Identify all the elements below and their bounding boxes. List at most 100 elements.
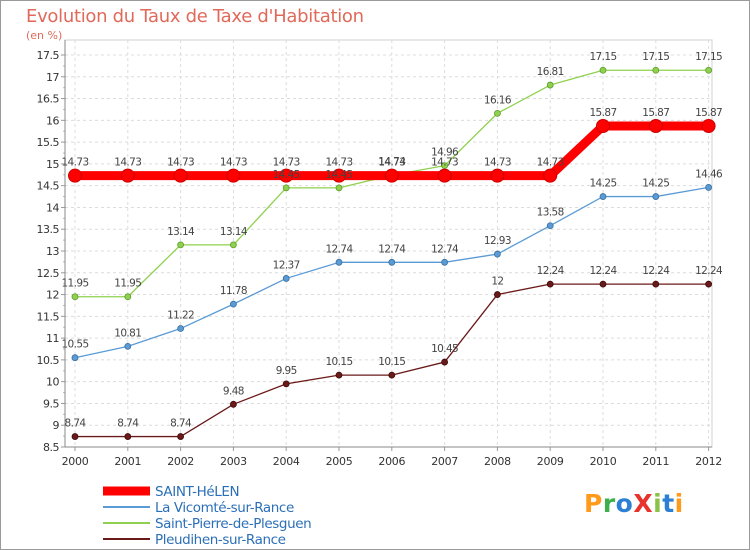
- y-tick-label: 13.5: [37, 223, 60, 236]
- data-label-la-vicomt-sur-rance: 14.25: [589, 178, 616, 190]
- data-point-saint-pierre-de-plesguen: [546, 81, 554, 89]
- data-point-la-vicomt-sur-rance: [177, 325, 185, 332]
- data-label-saint-h-len: 14.73: [325, 157, 352, 169]
- y-tick-label: 16: [46, 114, 59, 127]
- data-point-la-vicomt-sur-rance: [493, 250, 501, 258]
- x-tick-label: 2011: [642, 455, 669, 468]
- data-label-pleudihen-sur-rance: 8.74: [170, 418, 192, 430]
- y-tick-label: 12: [46, 289, 59, 302]
- data-point-saint-h-len: [173, 168, 188, 183]
- data-point-pleudihen-sur-rance: [124, 433, 132, 440]
- x-tick-label: 2002: [167, 455, 194, 468]
- chart-unit-label: (en %): [26, 29, 63, 42]
- data-label-la-vicomt-sur-rance: 12.74: [325, 243, 353, 255]
- data-label-saint-h-len: 14.73: [537, 157, 564, 169]
- legend-label-pleudihen-sur-rance: Pleudihen-sur-Rance: [155, 532, 286, 548]
- data-label-la-vicomt-sur-rance: 14.25: [642, 178, 669, 190]
- data-label-saint-h-len: 14.73: [220, 157, 247, 169]
- legend-label-la-vicomt-sur-rance: La Vicomté-sur-Rance: [155, 500, 294, 516]
- data-point-saint-h-len: [543, 168, 558, 183]
- x-tick-label: 2004: [273, 455, 300, 468]
- data-label-la-vicomt-sur-rance: 11.78: [220, 285, 247, 297]
- data-label-pleudihen-sur-rance: 12.24: [642, 265, 670, 277]
- data-point-saint-pierre-de-plesguen: [441, 162, 449, 170]
- data-label-la-vicomt-sur-rance: 10.55: [61, 339, 88, 351]
- data-label-saint-h-len: 15.87: [695, 107, 722, 119]
- data-point-saint-h-len: [437, 168, 452, 183]
- plot-area: [64, 39, 713, 448]
- y-tick-label: 14: [46, 201, 59, 214]
- data-label-la-vicomt-sur-rance: 10.81: [114, 327, 141, 339]
- data-point-pleudihen-sur-rance: [71, 433, 79, 440]
- data-label-saint-pierre-de-plesguen: 14.45: [273, 169, 300, 181]
- y-tick-label: 9: [53, 419, 60, 432]
- y-tick-label: 12.5: [37, 267, 60, 280]
- data-label-pleudihen-sur-rance: 12: [491, 276, 503, 288]
- data-label-la-vicomt-sur-rance: 11.22: [167, 310, 194, 322]
- y-tick-label: 14.5: [37, 180, 60, 193]
- data-point-saint-h-len: [701, 118, 716, 133]
- x-tick-label: 2008: [484, 455, 511, 468]
- proxiti-logo: ProXiti: [584, 489, 684, 518]
- data-label-saint-pierre-de-plesguen: 11.95: [61, 278, 88, 290]
- data-label-saint-h-len: 14.73: [431, 157, 458, 169]
- data-point-la-vicomt-sur-rance: [335, 258, 343, 266]
- data-label-la-vicomt-sur-rance: 12.37: [273, 259, 300, 271]
- y-tick-label: 10.5: [37, 354, 60, 367]
- x-tick-label: 2005: [326, 455, 353, 468]
- data-point-la-vicomt-sur-rance: [441, 258, 449, 266]
- data-point-saint-pierre-de-plesguen: [493, 109, 501, 117]
- data-point-saint-h-len: [332, 168, 346, 183]
- x-tick-label: 2001: [114, 455, 141, 468]
- data-point-saint-pierre-de-plesguen: [71, 293, 79, 301]
- data-point-saint-pierre-de-plesguen: [124, 293, 132, 301]
- data-label-saint-pierre-de-plesguen: 17.15: [695, 51, 722, 63]
- data-label-saint-h-len: 14.73: [273, 157, 300, 169]
- data-point-pleudihen-sur-rance: [652, 280, 660, 288]
- data-label-la-vicomt-sur-rance: 13.58: [537, 207, 564, 219]
- y-tick-label: 13: [46, 245, 59, 258]
- data-label-saint-pierre-de-plesguen: 17.15: [589, 51, 616, 63]
- x-tick-label: 2003: [220, 455, 247, 468]
- data-point-saint-h-len: [384, 168, 399, 183]
- y-tick-label: 11: [46, 332, 59, 345]
- data-label-saint-pierre-de-plesguen: 14.74: [378, 156, 406, 168]
- data-point-saint-h-len: [68, 168, 82, 183]
- data-label-saint-pierre-de-plesguen: 13.14: [220, 226, 248, 238]
- data-point-saint-h-len: [490, 168, 505, 183]
- data-label-pleudihen-sur-rance: 9.48: [223, 385, 244, 397]
- data-point-la-vicomt-sur-rance: [388, 258, 396, 266]
- data-label-pleudihen-sur-rance: 12.24: [589, 265, 617, 277]
- data-label-saint-pierre-de-plesguen: 16.81: [537, 66, 564, 78]
- data-label-la-vicomt-sur-rance: 12.93: [484, 235, 511, 247]
- y-tick-label: 15.5: [37, 136, 60, 149]
- x-tick-label: 2009: [537, 455, 564, 468]
- y-tick-label: 17.5: [37, 49, 60, 62]
- data-point-pleudihen-sur-rance: [705, 280, 712, 288]
- data-label-pleudihen-sur-rance: 10.15: [325, 356, 352, 368]
- data-point-saint-h-len: [596, 118, 610, 133]
- data-point-pleudihen-sur-rance: [441, 358, 449, 366]
- data-label-saint-pierre-de-plesguen: 13.14: [167, 226, 195, 238]
- data-point-saint-h-len: [279, 168, 294, 183]
- y-tick-label: 15: [46, 158, 59, 171]
- data-point-saint-pierre-de-plesguen: [282, 184, 290, 192]
- data-point-saint-pierre-de-plesguen: [335, 184, 343, 192]
- y-tick-label: 8.5: [43, 441, 59, 454]
- x-tick-label: 2012: [695, 455, 722, 468]
- x-tick-label: 2010: [590, 455, 617, 468]
- data-point-saint-pierre-de-plesguen: [599, 66, 607, 74]
- data-point-saint-h-len: [226, 168, 241, 183]
- data-label-la-vicomt-sur-rance: 12.74: [378, 243, 406, 255]
- data-label-pleudihen-sur-rance: 12.24: [537, 265, 565, 277]
- data-point-la-vicomt-sur-rance: [282, 275, 290, 282]
- data-label-saint-h-len: 14.73: [167, 157, 194, 169]
- data-label-saint-h-len: 14.73: [61, 157, 88, 169]
- y-tick-label: 10: [46, 376, 59, 389]
- data-point-saint-h-len: [648, 118, 663, 133]
- data-point-la-vicomt-sur-rance: [652, 193, 660, 200]
- data-point-la-vicomt-sur-rance: [71, 354, 79, 362]
- data-point-la-vicomt-sur-rance: [546, 222, 554, 230]
- data-label-pleudihen-sur-rance: 9.95: [276, 365, 297, 377]
